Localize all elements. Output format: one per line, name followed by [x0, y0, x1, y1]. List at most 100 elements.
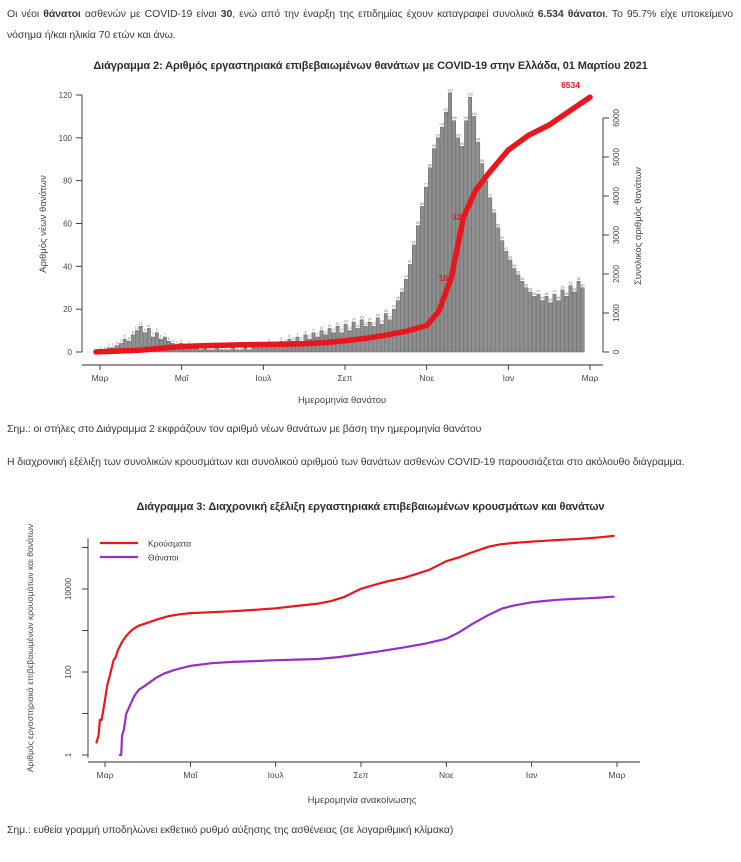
bar: [488, 197, 493, 353]
svg-text:59: 59: [416, 221, 420, 225]
svg-text:4: 4: [268, 339, 270, 343]
bar: [243, 347, 248, 353]
svg-text:12: 12: [336, 322, 340, 326]
bar: [520, 281, 525, 353]
svg-text:Σεπ: Σεπ: [338, 373, 353, 383]
bar: [223, 349, 228, 353]
intro-bold-segment: 6.534 θάνατοι: [537, 8, 606, 20]
svg-text:7: 7: [296, 333, 298, 337]
svg-text:50: 50: [412, 240, 416, 244]
bar: [399, 291, 404, 353]
svg-text:12: 12: [364, 322, 368, 326]
bar: [516, 274, 521, 353]
svg-text:Ιουλ: Ιουλ: [268, 770, 285, 780]
intro-segment: , ενώ από την έναρξη της επιδημίας έχουν…: [232, 8, 538, 20]
bar: [403, 278, 408, 353]
svg-text:4: 4: [120, 339, 122, 343]
svg-text:96: 96: [460, 142, 464, 146]
bar: [420, 206, 424, 353]
svg-text:100: 100: [455, 133, 461, 137]
bar: [231, 347, 236, 353]
intro-segment: ασθενών με COVID-19 είναι: [80, 8, 221, 20]
svg-text:33: 33: [520, 277, 524, 281]
svg-text:11: 11: [147, 324, 151, 328]
chart3-title: Διάγραμμα 3: Διαχρονική εξέλιξη εργαστηρ…: [136, 501, 605, 513]
bar: [235, 349, 240, 353]
svg-text:5: 5: [128, 337, 130, 341]
svg-text:1: 1: [104, 345, 106, 349]
bar: [247, 349, 252, 353]
svg-text:5: 5: [292, 337, 294, 341]
svg-text:26: 26: [565, 292, 569, 296]
svg-text:52: 52: [500, 236, 504, 240]
svg-text:4: 4: [172, 339, 174, 343]
bar: [476, 141, 481, 353]
svg-text:26: 26: [544, 292, 548, 296]
svg-text:7: 7: [317, 333, 319, 337]
svg-text:16: 16: [376, 313, 380, 317]
chart2-note: Σημ.: οι στήλες στο Διάγραμμα 2 εκφράζου…: [7, 423, 482, 435]
bar: [436, 137, 440, 353]
bar: [536, 293, 541, 353]
bar: [424, 186, 428, 353]
svg-text:Μαρ: Μαρ: [92, 373, 109, 383]
svg-text:47: 47: [504, 247, 508, 251]
svg-text:8: 8: [304, 330, 306, 334]
svg-text:110: 110: [471, 112, 477, 116]
svg-text:58: 58: [496, 223, 500, 227]
svg-text:Νοε: Νοε: [439, 770, 454, 780]
svg-text:10: 10: [348, 326, 352, 330]
svg-text:33: 33: [577, 277, 581, 281]
svg-text:Μαΐ: Μαΐ: [183, 770, 198, 780]
bar: [484, 180, 489, 353]
svg-text:24: 24: [540, 296, 544, 300]
svg-text:88: 88: [480, 159, 484, 163]
svg-text:23: 23: [548, 298, 552, 302]
bar: [544, 296, 549, 353]
svg-text:28: 28: [573, 288, 577, 292]
svg-text:80: 80: [63, 177, 72, 186]
svg-text:9: 9: [312, 328, 314, 332]
bar: [251, 347, 256, 353]
bar: [219, 349, 224, 353]
svg-text:8: 8: [132, 330, 134, 334]
cumulative-annotation: 6534: [561, 80, 580, 90]
svg-text:24: 24: [556, 296, 560, 300]
bar: [468, 96, 473, 353]
chart3-axes: 1 100 10000 Αριθμός εργαστηριακά επιβεβαιωμ…: [25, 524, 640, 806]
svg-text:15: 15: [360, 315, 364, 319]
svg-text:34: 34: [404, 275, 408, 279]
bar: [444, 111, 448, 353]
svg-text:9: 9: [144, 328, 146, 332]
series-line-cases: [95, 534, 615, 744]
bar: [480, 163, 485, 353]
bar: [207, 349, 211, 353]
svg-text:119: 119: [467, 93, 473, 97]
svg-text:0: 0: [68, 348, 73, 357]
svg-text:108: 108: [463, 116, 469, 120]
svg-text:Σεπ: Σεπ: [354, 770, 369, 780]
bar: [428, 167, 432, 353]
chart2-annotations: 16 32 6534: [439, 80, 581, 283]
svg-text:3: 3: [116, 341, 118, 345]
bar: [552, 293, 557, 353]
svg-text:6: 6: [288, 335, 290, 339]
svg-text:5: 5: [168, 337, 170, 341]
svg-text:86: 86: [428, 163, 432, 167]
chart2-title: Διάγραμμα 2: Αριθμός εργαστηριακά επιβεβ…: [93, 60, 648, 72]
bar: [150, 336, 155, 353]
svg-text:30: 30: [524, 283, 528, 287]
svg-text:Ιουλ: Ιουλ: [255, 373, 272, 383]
svg-text:40: 40: [63, 262, 72, 271]
svg-text:3: 3: [188, 341, 190, 345]
chart3-legend: Κρούσματα Θάνατοι: [100, 539, 191, 563]
bar: [239, 349, 244, 353]
svg-text:4: 4: [180, 339, 182, 343]
svg-text:27: 27: [536, 290, 540, 294]
svg-text:5: 5: [300, 337, 302, 341]
bar: [199, 349, 203, 353]
svg-text:95: 95: [432, 144, 436, 148]
intro-segment: Οι νέοι: [7, 8, 44, 20]
